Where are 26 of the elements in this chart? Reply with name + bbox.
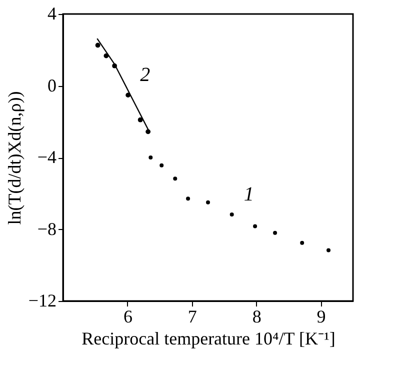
point xyxy=(148,156,153,160)
point xyxy=(326,248,331,252)
series-label: 1 xyxy=(244,184,254,206)
point xyxy=(160,163,164,168)
point xyxy=(273,230,278,235)
x-tick-label: 6 xyxy=(123,306,132,326)
x-axis-title: Reciprocal temperature 10⁴/T [K⁻¹] xyxy=(82,328,336,348)
x-tick-label: 8 xyxy=(252,306,262,326)
point xyxy=(138,117,143,122)
point xyxy=(206,200,210,204)
point xyxy=(300,240,304,245)
point xyxy=(95,42,100,48)
point xyxy=(173,176,178,181)
y-tick-label: −12 xyxy=(28,290,56,310)
point xyxy=(230,212,234,217)
y-axis-title: ln(T(d/dt)Xd(n,ρ)) xyxy=(4,91,24,225)
y-tick-label: 4 xyxy=(48,4,56,24)
series-label: 2 xyxy=(140,64,150,86)
y-tick-label: −8 xyxy=(37,218,56,239)
point xyxy=(146,129,151,134)
y-tick-label: −4 xyxy=(37,147,56,167)
point xyxy=(253,224,258,228)
x-tick-label: 7 xyxy=(188,306,197,326)
point xyxy=(186,196,190,201)
y-tick-label: 0 xyxy=(48,75,56,96)
x-tick-label: 9 xyxy=(316,306,326,326)
